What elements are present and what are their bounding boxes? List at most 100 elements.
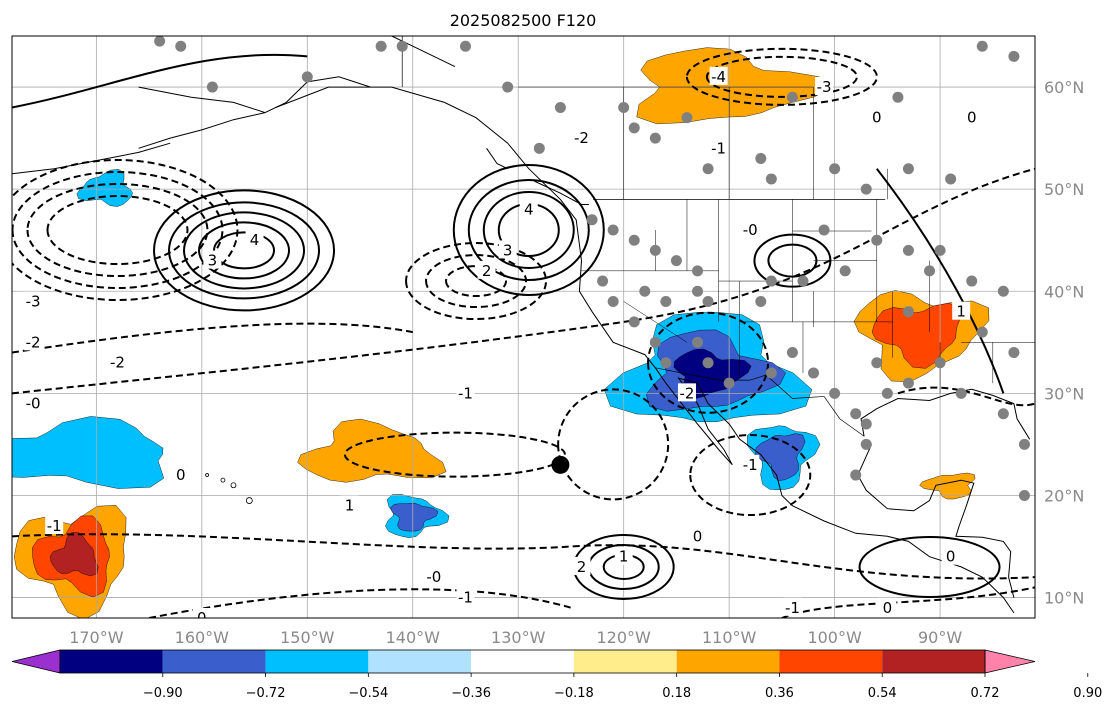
colorbar-tick-label: 0.18 xyxy=(662,686,691,701)
station-point xyxy=(702,357,714,369)
contour-label: -3 xyxy=(26,292,41,310)
contour-label-bg xyxy=(456,383,475,402)
colorbar-segment xyxy=(471,650,574,673)
contour-label-bg xyxy=(677,383,696,402)
shaded-region-baja-negative xyxy=(755,433,806,481)
negative-contour xyxy=(897,386,1035,407)
negative-contour xyxy=(445,265,508,298)
contour-label: -1 xyxy=(458,589,473,607)
contour-label-bg xyxy=(477,260,496,279)
contour-label-bg xyxy=(203,250,222,269)
station-point xyxy=(692,265,704,277)
colorbar-segment xyxy=(573,650,677,673)
negative-contour xyxy=(26,183,209,277)
x-tick-label: 120°W xyxy=(597,628,652,647)
contour-label: 0 xyxy=(967,109,977,127)
station-point xyxy=(902,244,914,256)
marked-point xyxy=(551,455,570,474)
station-point xyxy=(396,40,408,52)
station-point xyxy=(860,438,872,450)
x-tick-label: 100°W xyxy=(807,628,862,647)
station-point xyxy=(692,285,704,297)
contour-label: 3 xyxy=(208,252,218,270)
x-tick-label: 130°W xyxy=(491,628,546,647)
colorbar-segment xyxy=(162,650,266,673)
station-point xyxy=(1018,489,1030,501)
station-point xyxy=(533,142,545,154)
negative-contour xyxy=(425,254,528,309)
station-point xyxy=(786,347,798,359)
contour-label: -2 xyxy=(110,354,125,372)
station-point xyxy=(924,265,936,277)
contour-label: 0 xyxy=(883,599,893,617)
coastline xyxy=(533,180,589,205)
colorbar-extend-low xyxy=(11,649,61,674)
contour-label: -2 xyxy=(679,384,694,402)
station-point xyxy=(997,408,1009,420)
station-point xyxy=(902,163,914,175)
positive-contour xyxy=(876,168,1005,394)
contour-label-bg xyxy=(741,454,760,473)
colorbar-tick-label: −0.36 xyxy=(451,686,491,701)
station-point xyxy=(860,418,872,430)
station-point xyxy=(892,91,904,103)
x-tick-label: 140°W xyxy=(386,628,441,647)
station-point xyxy=(649,244,661,256)
coastlines-and-borders xyxy=(12,36,1035,614)
negative-contour xyxy=(343,431,566,478)
station-point xyxy=(649,336,661,348)
station-point xyxy=(755,295,767,307)
contour-label-bg xyxy=(572,556,591,575)
station-point xyxy=(375,40,387,52)
station-point xyxy=(628,122,640,134)
station-point xyxy=(955,387,967,399)
colorbar-segment xyxy=(676,650,780,673)
hawaii-island xyxy=(245,497,253,504)
coastline xyxy=(138,76,371,114)
contour-label-bg xyxy=(498,240,517,259)
station-point xyxy=(755,153,767,165)
negative-contour xyxy=(12,159,239,301)
station-point xyxy=(628,234,640,246)
contour-label-bg xyxy=(192,608,211,618)
us-mexico-border xyxy=(823,396,841,420)
contour-label: -4 xyxy=(711,68,726,86)
shaded-region-west-pacific-positive xyxy=(49,532,99,577)
us-mexico-border xyxy=(750,374,767,381)
contour-label-bg xyxy=(24,393,43,412)
station-point xyxy=(850,408,862,420)
station-point xyxy=(902,306,914,318)
station-point xyxy=(850,469,862,481)
contour-label: -1 xyxy=(47,517,62,535)
contour-label-bg xyxy=(941,546,960,565)
x-axis-ticks: 170°W 160°W 150°W 140°W 130°W 120°W 110°W 100°W… xyxy=(69,628,962,647)
positive-contour xyxy=(602,553,645,580)
contour-label-bg xyxy=(572,128,591,147)
station-point xyxy=(702,295,714,307)
contour-label-bg xyxy=(108,352,127,371)
y-tick-label: 60°N xyxy=(1044,78,1084,97)
station-point xyxy=(660,295,672,307)
station-point xyxy=(902,377,914,389)
station-point xyxy=(997,285,1009,297)
colorbar-segment xyxy=(779,650,883,673)
coastline xyxy=(138,112,266,149)
chart-title: 2025082500 F120 xyxy=(450,11,597,30)
shaded-region-subtropical-pacific-negative xyxy=(12,416,165,489)
x-tick-label: 160°W xyxy=(175,628,230,647)
station-point xyxy=(175,40,187,52)
contour-label: -1 xyxy=(785,599,800,617)
station-point xyxy=(723,377,735,389)
hawaii-island xyxy=(230,482,237,489)
colorbar-tick-label: 0.54 xyxy=(868,686,897,701)
colorbar-tick-label: −0.72 xyxy=(246,686,286,701)
contour-label: -0 xyxy=(743,221,758,239)
contour-label-bg xyxy=(867,107,886,126)
us-mexico-border xyxy=(765,374,793,399)
negative-contour xyxy=(405,242,548,321)
contour-label: 0 xyxy=(693,527,703,545)
station-point xyxy=(934,244,946,256)
contour-label-bg xyxy=(878,597,897,616)
positive-contour xyxy=(482,191,575,269)
